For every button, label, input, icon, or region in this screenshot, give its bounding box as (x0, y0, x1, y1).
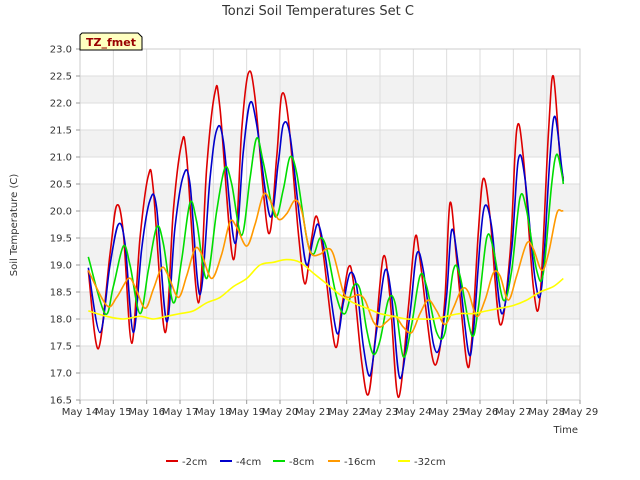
y-axis-title: Soil Temperature (C) (9, 174, 20, 277)
plot-band (80, 373, 580, 400)
dataset-tag-label: TZ_fmet (86, 36, 136, 49)
y-tick-label: 18.5 (50, 288, 72, 299)
x-tick-label: May 29 (562, 407, 599, 418)
x-axis-title: Time (553, 425, 578, 436)
chart-title: Tonzi Soil Temperatures Set C (221, 4, 414, 19)
y-tick-label: 22.5 (50, 72, 72, 83)
series-line-minus-32cm (88, 258, 564, 320)
legend-label: -16cm (344, 457, 376, 468)
y-tick-label: 17.0 (50, 369, 72, 380)
y-tick-label: 16.5 (50, 396, 72, 407)
legend-label: -32cm (414, 457, 446, 468)
y-tick-label: 19.0 (50, 261, 72, 272)
y-tick-label: 17.5 (50, 342, 72, 353)
y-tick-label: 19.5 (50, 234, 72, 245)
plot-band (80, 346, 580, 373)
plot-frame (79, 48, 581, 401)
plot-band (80, 184, 580, 211)
x-tick-label: May 14 (62, 407, 99, 418)
dataset-tag-box (79, 32, 143, 51)
y-tick-label: 22.0 (50, 99, 72, 110)
x-tick-label: May 21 (295, 407, 332, 418)
x-tick-label: May 24 (395, 407, 432, 418)
plot-band (80, 76, 580, 103)
series-lines (87, 70, 565, 399)
series-line-minus-4cm (87, 101, 565, 380)
plot-band (80, 319, 580, 346)
series-line-minus-8cm (87, 137, 565, 358)
y-tick-label: 21.5 (50, 126, 72, 137)
x-tick-label: May 17 (162, 407, 199, 418)
y-tick-label: 20.5 (50, 180, 72, 191)
x-tick-label: May 15 (95, 407, 132, 418)
x-tick-label: May 27 (495, 407, 532, 418)
x-tick-label: May 22 (328, 407, 365, 418)
plot-band (80, 211, 580, 238)
series-line-minus-16cm (87, 192, 564, 334)
plot-band (80, 49, 580, 76)
x-tick-label: May 19 (228, 407, 265, 418)
x-tick-label: May 16 (128, 407, 165, 418)
plot-bands (80, 49, 580, 400)
x-tick-label: May 26 (462, 407, 499, 418)
plot-band (80, 157, 580, 184)
x-tick-label: May 25 (428, 407, 465, 418)
x-tick-label: May 28 (528, 407, 565, 418)
plot-band (80, 103, 580, 130)
legend-label: -8cm (289, 457, 314, 468)
y-tick-label: 18.0 (50, 315, 72, 326)
x-tick-label: May 23 (362, 407, 399, 418)
y-tick-label: 20.0 (50, 207, 72, 218)
x-tick-label: May 18 (195, 407, 232, 418)
legend-label: -4cm (236, 457, 261, 468)
dataset-tag: TZ_fmet (79, 32, 143, 51)
y-tick-label: 23.0 (50, 45, 72, 56)
legend: -2cm -4cm -8cm -16cm -32cm (166, 457, 446, 468)
legend-label: -2cm (182, 457, 207, 468)
plot-band (80, 130, 580, 157)
y-tick-label: 21.0 (50, 153, 72, 164)
x-tick-label: May 20 (262, 407, 299, 418)
y-axis-ticks: 16.5 17.0 17.5 18.0 18.5 19.0 19.5 20.0 20.5 21.0… (50, 45, 80, 407)
